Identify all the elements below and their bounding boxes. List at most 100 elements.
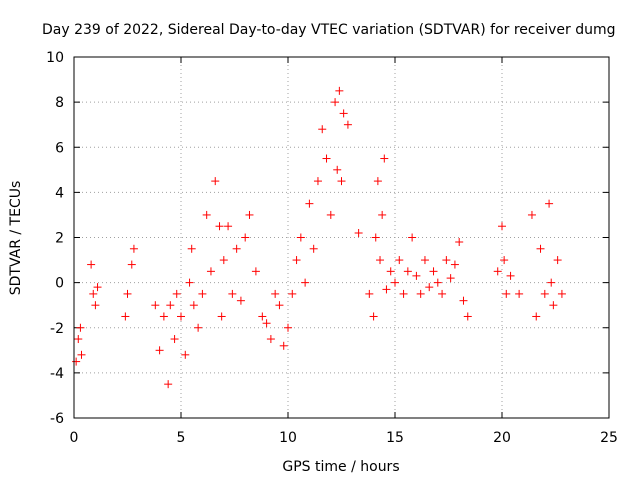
data-point (502, 289, 511, 298)
data-point (309, 244, 318, 253)
data-point (217, 312, 226, 321)
data-point (433, 278, 442, 287)
data-point (151, 301, 160, 310)
data-point (258, 312, 267, 321)
data-point (87, 260, 96, 269)
data-point (420, 256, 429, 265)
data-point (553, 256, 562, 265)
data-point (127, 260, 136, 269)
data-point (296, 233, 305, 242)
data-point (463, 312, 472, 321)
data-point (271, 289, 280, 298)
data-point (194, 323, 203, 332)
data-point (159, 312, 168, 321)
data-point (547, 278, 556, 287)
y-tick-label: -6 (50, 411, 64, 427)
data-point (301, 278, 310, 287)
data-point (172, 289, 181, 298)
data-point (412, 271, 421, 280)
data-point (187, 244, 196, 253)
data-point (284, 323, 292, 332)
data-point (500, 256, 509, 265)
data-point (382, 285, 391, 294)
data-point (399, 289, 408, 298)
data-point (224, 222, 233, 231)
y-tick-label: -2 (50, 321, 64, 337)
y-tick-label: 6 (55, 140, 64, 156)
data-point (177, 312, 185, 321)
data-point (371, 233, 380, 242)
data-point (72, 357, 81, 366)
data-point (93, 283, 102, 292)
chart-title: Day 239 of 2022, Sidereal Day-to-day VTE… (42, 22, 616, 38)
data-point (378, 210, 387, 219)
data-point (506, 271, 515, 280)
data-point (391, 278, 399, 287)
data-point (313, 177, 322, 186)
data-point (459, 296, 468, 305)
data-point (251, 267, 260, 276)
data-point (262, 319, 271, 328)
data-point (557, 289, 566, 298)
x-tick-label: 10 (279, 430, 297, 446)
data-point (318, 125, 327, 134)
data-point (369, 312, 378, 321)
data-point (331, 98, 340, 107)
data-point (202, 210, 211, 219)
grid-lines (74, 57, 609, 418)
data-point (288, 289, 297, 298)
data-point (198, 289, 207, 298)
plot-frame (73, 56, 610, 419)
data-points (72, 86, 566, 389)
data-point (181, 350, 190, 359)
data-point (493, 267, 502, 276)
data-point (155, 346, 164, 355)
data-point (339, 109, 348, 118)
data-point (515, 289, 524, 298)
y-tick-label: -4 (50, 366, 64, 382)
data-point (219, 256, 228, 265)
data-point (532, 312, 541, 321)
data-point (536, 244, 545, 253)
data-point (450, 260, 459, 269)
data-point (91, 301, 100, 310)
data-point (245, 210, 254, 219)
data-point (549, 301, 558, 310)
data-point (266, 335, 275, 344)
data-point (380, 154, 389, 163)
data-point (305, 199, 314, 208)
data-point (326, 210, 335, 219)
data-point (185, 278, 194, 287)
data-point (121, 312, 130, 321)
data-point (206, 267, 215, 276)
data-point (232, 244, 241, 253)
data-point (540, 289, 549, 298)
y-axis-title: SDTVAR / TECUs (8, 181, 24, 296)
data-point (395, 256, 404, 265)
data-point (89, 289, 98, 298)
data-point (189, 301, 198, 310)
x-tick-labels: 0 5 10 15 20 25 (70, 430, 618, 446)
data-point (337, 177, 346, 186)
data-point (429, 267, 438, 276)
x-axis-title: GPS time / hours (282, 459, 399, 475)
data-point (170, 335, 179, 344)
data-point (279, 341, 288, 350)
data-point (425, 283, 434, 292)
x-tick-label: 5 (177, 430, 186, 446)
y-tick-label: 10 (46, 50, 64, 66)
data-point (335, 86, 344, 95)
data-point (236, 296, 245, 305)
data-point (386, 267, 395, 276)
data-point (123, 289, 132, 298)
y-tick-label: 4 (55, 185, 64, 201)
data-point (455, 238, 464, 247)
data-point (408, 233, 417, 242)
y-tick-label: 8 (55, 95, 64, 111)
data-point (442, 256, 451, 265)
data-point (322, 154, 331, 163)
data-point (365, 289, 374, 298)
x-tick-label: 15 (386, 430, 404, 446)
data-point (275, 301, 284, 310)
